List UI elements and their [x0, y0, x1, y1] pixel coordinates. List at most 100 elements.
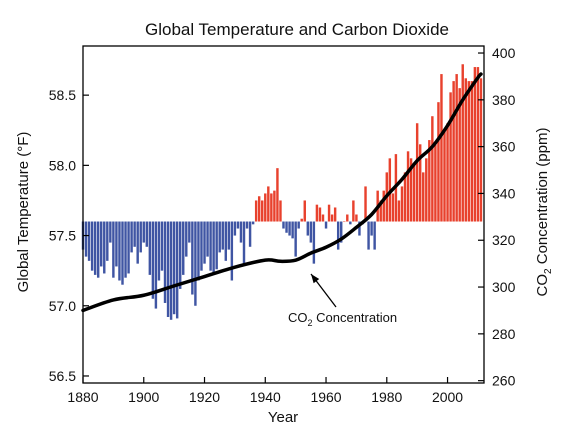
temp-bar-1929 — [230, 221, 234, 281]
temp-bar-1918 — [197, 221, 200, 281]
temp-bar-1944 — [276, 168, 279, 222]
temp-bar-1990 — [415, 123, 419, 222]
temp-bar-1991 — [418, 144, 422, 222]
temp-bar-1960 — [324, 221, 328, 229]
temp-bar-1898 — [136, 221, 139, 264]
temp-bar-1927 — [224, 221, 227, 261]
right-y-label-subscript: 2 — [543, 268, 554, 274]
temp-bar-1946 — [282, 221, 285, 229]
temp-bar-1945 — [279, 200, 282, 222]
temp-bar-1900 — [142, 221, 145, 243]
temp-bar-1885 — [96, 221, 100, 278]
chart-title: Global Temperature and Carbon Dioxide — [145, 20, 449, 39]
temp-bar-1942 — [270, 193, 273, 222]
temp-bar-1891 — [115, 221, 118, 267]
temp-bar-2007 — [467, 81, 471, 222]
annotation-subscript: 2 — [308, 318, 313, 328]
temp-bar-1904 — [154, 221, 158, 309]
temp-bar-1926 — [221, 221, 224, 250]
temp-bar-1903 — [151, 221, 155, 299]
temp-bar-1993 — [425, 158, 428, 222]
temp-bar-1979 — [382, 190, 385, 222]
temp-bar-2002 — [452, 81, 455, 222]
temp-bar-1901 — [145, 221, 149, 247]
temp-bar-1909 — [169, 221, 173, 320]
right-y-tick-label-300: 300 — [492, 279, 516, 295]
right-y-tick-label-280: 280 — [492, 326, 516, 342]
temp-bar-1922 — [209, 221, 212, 271]
temp-bar-2000 — [446, 123, 449, 222]
temp-bar-1958 — [318, 207, 322, 222]
left-y-tick-label-58.5: 58.5 — [49, 87, 76, 103]
temp-bar-1982 — [391, 193, 395, 222]
temp-bar-1988 — [409, 158, 413, 222]
x-tick-label-1960: 1960 — [310, 389, 341, 405]
temp-bar-1892 — [118, 221, 121, 281]
temp-bar-2008 — [470, 81, 474, 222]
temp-bar-1936 — [251, 221, 255, 225]
temp-bar-2001 — [449, 92, 452, 222]
temp-bar-1997 — [437, 102, 440, 222]
right-y-tick-label-380: 380 — [492, 92, 516, 108]
temp-bar-1954 — [306, 221, 310, 236]
annotation-suffix: Concentration — [313, 310, 398, 325]
right-y-axis-label: CO2 Concentration (ppm) — [534, 128, 554, 297]
temp-bar-2009 — [473, 67, 477, 222]
temp-bar-1976 — [373, 221, 376, 250]
temp-bar-1910 — [172, 221, 176, 315]
x-tick-label-2000: 2000 — [432, 389, 463, 405]
temp-bar-1974 — [367, 221, 370, 250]
right-y-label-suffix: Concentration (ppm) — [534, 128, 551, 269]
temp-bar-2005 — [461, 64, 464, 222]
temp-bar-1962 — [330, 214, 334, 222]
temp-bar-1975 — [370, 221, 373, 236]
temp-bar-1893 — [121, 221, 124, 285]
temp-bar-1978 — [379, 200, 382, 222]
temp-bar-1933 — [242, 221, 246, 264]
temp-bar-1956 — [312, 221, 316, 264]
temp-bar-1949 — [291, 221, 294, 239]
temp-bar-1968 — [349, 221, 352, 225]
temp-bar-1905 — [157, 221, 161, 281]
left-y-tick-label-57.5: 57.5 — [49, 228, 76, 244]
temp-bar-1959 — [321, 214, 325, 222]
temp-bar-1899 — [139, 221, 142, 253]
annotation-prefix: CO — [288, 310, 308, 325]
temp-bar-1965 — [340, 221, 343, 243]
temperature-bars — [81, 64, 483, 320]
temp-bar-1883 — [90, 221, 94, 271]
temp-bar-1947 — [285, 221, 288, 233]
temp-bar-1932 — [239, 221, 243, 243]
annotation-arrowhead — [311, 274, 320, 284]
temp-bar-1992 — [422, 172, 425, 222]
temp-bar-1902 — [148, 221, 152, 275]
temp-bar-1971 — [358, 221, 361, 236]
temp-bar-1964 — [336, 221, 340, 250]
temp-bar-1916 — [191, 221, 194, 295]
temp-bar-1931 — [236, 221, 240, 229]
left-y-tick-label-57.0: 57.0 — [49, 298, 76, 314]
temp-bar-1886 — [100, 221, 103, 267]
temp-bar-1928 — [227, 221, 231, 250]
temp-bar-1921 — [206, 221, 209, 257]
temp-bar-1953 — [303, 200, 306, 222]
temp-bar-1973 — [364, 186, 367, 222]
temp-bar-1985 — [400, 186, 404, 222]
temp-bar-1908 — [166, 221, 170, 317]
temp-bar-1896 — [130, 221, 133, 253]
temp-bar-1952 — [300, 218, 303, 222]
temp-bar-1937 — [254, 200, 258, 222]
temp-bar-1961 — [327, 204, 331, 222]
right-y-tick-label-360: 360 — [492, 139, 516, 155]
temp-bar-1995 — [431, 116, 434, 222]
temp-bar-1894 — [124, 221, 127, 278]
temp-bar-1889 — [109, 221, 112, 243]
temp-bar-1888 — [106, 221, 109, 261]
temp-bar-1941 — [267, 186, 270, 222]
temp-bar-2004 — [458, 88, 461, 222]
temp-bar-1935 — [248, 221, 252, 247]
temp-bar-1895 — [127, 221, 130, 274]
x-axis-label: Year — [268, 409, 298, 426]
temp-bar-1907 — [163, 221, 167, 303]
temp-bar-1887 — [103, 221, 106, 274]
